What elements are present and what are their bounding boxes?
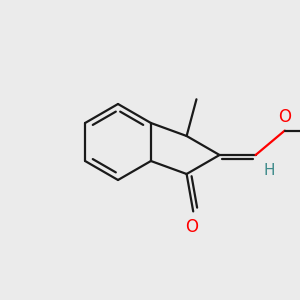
Text: H: H: [264, 163, 275, 178]
Text: O: O: [278, 108, 291, 126]
Text: O: O: [185, 218, 198, 236]
